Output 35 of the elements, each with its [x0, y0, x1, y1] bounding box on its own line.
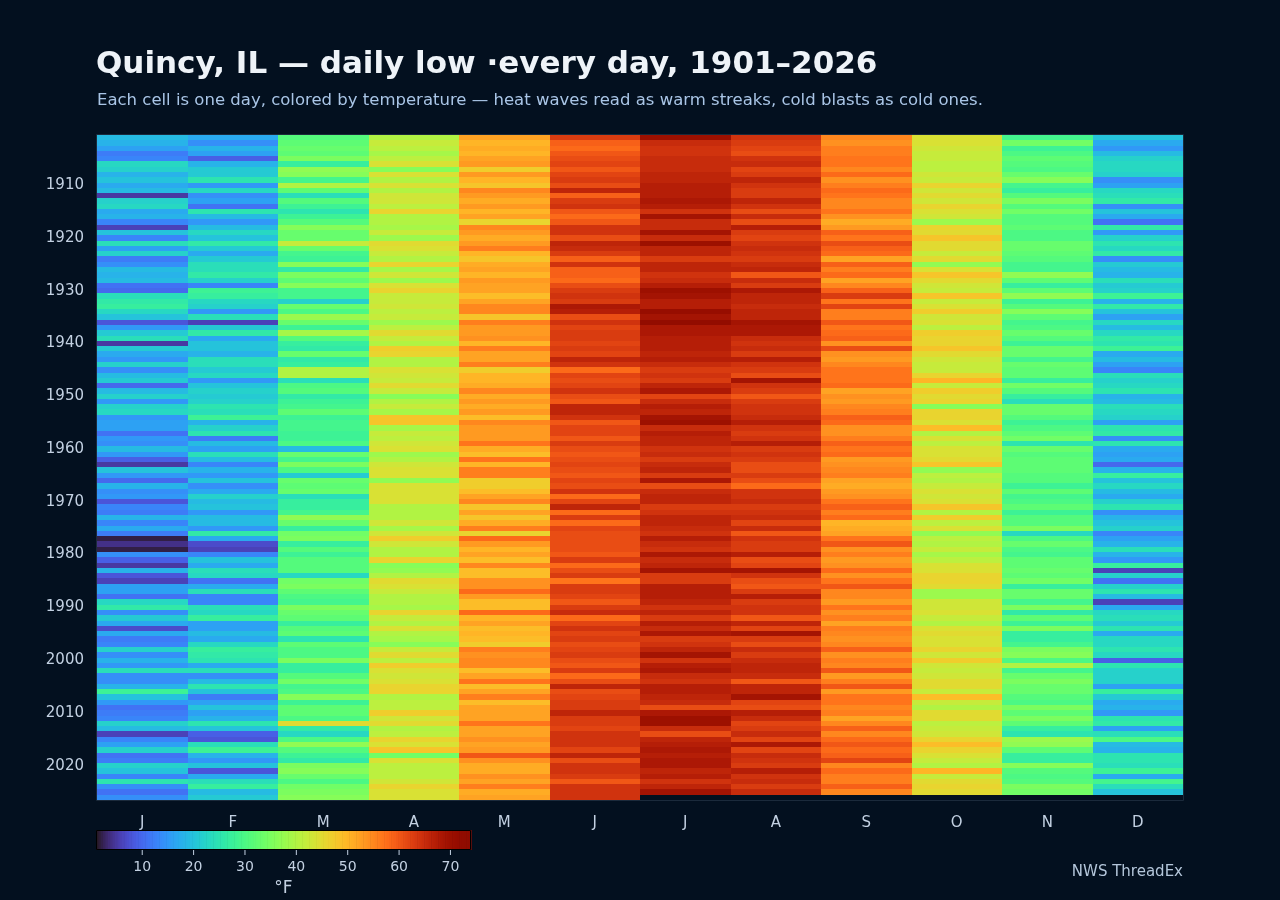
color-bar-title: °F	[274, 877, 293, 898]
color-bar-label: 40	[287, 857, 306, 874]
color-bar-label: 30	[236, 857, 254, 874]
y-tick-label: 2020	[45, 755, 84, 774]
y-tick-label: 2010	[45, 702, 84, 721]
x-tick-label: M	[497, 812, 511, 831]
text: NWS ThreadEx	[1071, 861, 1183, 882]
y-tick-label: 1990	[45, 597, 84, 616]
x-tick-label: N	[1041, 812, 1053, 831]
x-tick-label: O	[950, 812, 963, 831]
y-tick-label: 1930	[45, 280, 84, 299]
y-tick-label: 1950	[45, 386, 84, 405]
color-bar-label: 60	[390, 857, 408, 874]
color-bar-label: 70	[441, 857, 460, 874]
y-tick-label: 1940	[45, 333, 84, 352]
y-tick-label: 1910	[45, 175, 84, 194]
x-tick-label: A	[770, 812, 782, 831]
color-bar-label: 50	[338, 857, 357, 874]
x-tick-label: M	[316, 812, 330, 831]
y-tick-label: 1970	[45, 491, 84, 510]
x-tick-label: J	[591, 812, 597, 831]
color-bar-label: 10	[133, 857, 152, 874]
y-tick-label: 2000	[45, 650, 84, 669]
x-tick-label: J	[682, 812, 688, 831]
y-tick-label: 1980	[45, 544, 84, 563]
x-tick-label: A	[408, 812, 420, 831]
y-tick-label: 1960	[45, 438, 84, 457]
color-bar-label: 20	[184, 857, 203, 874]
x-tick-label: D	[1131, 812, 1144, 831]
y-tick-label: 1920	[45, 227, 84, 246]
chart-title: Quincy, IL — daily low ·every day, 1901–2026	[96, 43, 878, 82]
chart-subtitle: Each cell is one day, colored by temperature — heat waves read as warm streaks, cold blasts as cold ones.	[97, 89, 983, 111]
x-tick-label: S	[861, 812, 872, 831]
x-tick-label: J	[139, 812, 145, 831]
x-tick-label: F	[228, 812, 238, 831]
